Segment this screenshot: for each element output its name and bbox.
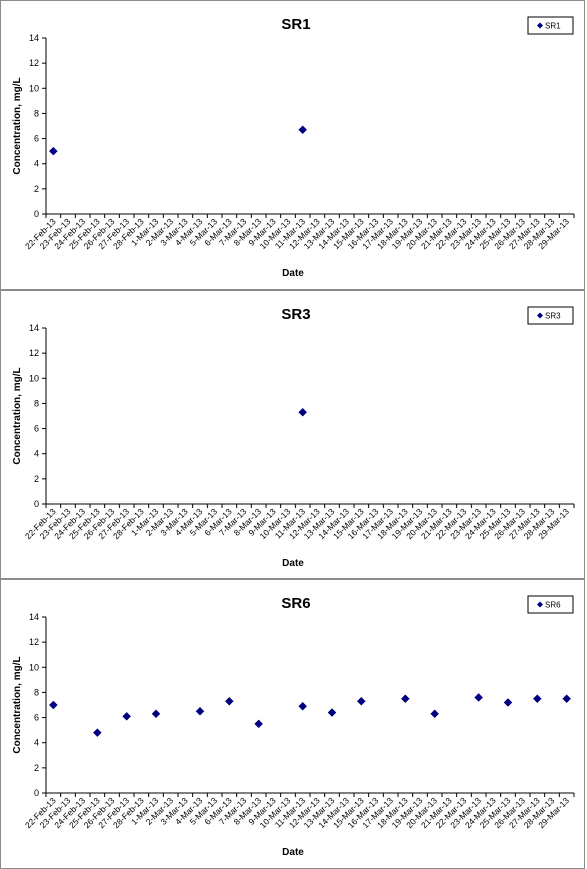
data-point — [503, 698, 513, 707]
data-point — [430, 709, 440, 719]
chart-sr3: SR30246810121422-Feb-1323-Feb-1324-Feb-1… — [12, 306, 575, 569]
y-tick-label: 12 — [29, 637, 39, 647]
y-tick-label: 14 — [29, 33, 39, 43]
legend-box — [527, 595, 574, 614]
y-tick-label: 0 — [34, 788, 39, 798]
y-tick-label: 8 — [34, 108, 39, 118]
legend: SR3 — [527, 306, 574, 325]
y-tick-label: 10 — [29, 83, 39, 93]
data-point — [400, 694, 410, 704]
data-point — [298, 407, 308, 417]
chart-title: SR1 — [281, 16, 310, 33]
legend-marker — [537, 601, 543, 608]
data-point — [224, 696, 234, 706]
data-point — [92, 728, 102, 738]
y-tick-label: 8 — [34, 398, 39, 408]
legend-marker — [537, 22, 543, 29]
y-tick-label: 6 — [34, 713, 39, 723]
y-tick-label: 4 — [34, 449, 39, 459]
data-point — [562, 694, 572, 704]
chart-sr6: SR60246810121422-Feb-1323-Feb-1324-Feb-1… — [12, 595, 575, 858]
data-point — [327, 708, 337, 717]
y-tick-label: 10 — [29, 373, 39, 383]
x-axis-title: Date — [282, 558, 304, 569]
chart-title: SR3 — [281, 306, 310, 323]
legend-label: SR6 — [545, 601, 561, 610]
legend: SR1 — [527, 16, 574, 35]
data-point — [356, 696, 366, 706]
y-tick-label: 12 — [29, 348, 39, 358]
chart-panel-sr1: SR1 0 2 4 6 8 10 12 14 22-Feb-13 23-Feb-13 24-Feb-1… — [0, 0, 585, 290]
y-tick-label: 2 — [34, 763, 39, 773]
chart-title: SR6 — [281, 595, 310, 612]
y-tick-label: 14 — [29, 612, 39, 622]
data-point — [532, 694, 542, 704]
data-point — [122, 711, 132, 721]
y-tick-label: 0 — [34, 209, 39, 219]
data-point — [195, 706, 205, 716]
legend-label: SR1 — [545, 22, 561, 31]
y-tick-label: 4 — [34, 738, 39, 748]
legend-marker — [537, 312, 543, 319]
data-point — [151, 709, 161, 719]
data-point — [298, 125, 308, 135]
y-tick-label: 2 — [34, 184, 39, 194]
y-tick-label: 6 — [34, 134, 39, 144]
data-point — [474, 693, 484, 702]
y-axis-title: Concentration, mg/L — [12, 77, 23, 174]
y-tick-label: 10 — [29, 662, 39, 672]
chart-panel-sr3: SR3 0 2 4 6 8 10 12 14 22-Feb-13 23-Feb-13 24-Feb-1… — [0, 290, 585, 579]
data-point — [48, 146, 58, 156]
chart-sr1: SR10246810121422-Feb-1323-Feb-1324-Feb-1… — [12, 16, 575, 279]
y-tick-label: 8 — [34, 687, 39, 697]
y-tick-label: 2 — [34, 474, 39, 484]
y-tick-label: 6 — [34, 424, 39, 434]
data-point — [254, 719, 264, 729]
legend-label: SR3 — [545, 312, 561, 321]
x-axis-title: Date — [282, 268, 304, 279]
legend: SR6 — [527, 595, 574, 614]
y-tick-label: 14 — [29, 323, 39, 333]
data-point — [48, 700, 58, 710]
legend-box — [527, 306, 574, 325]
y-tick-label: 4 — [34, 159, 39, 169]
y-axis-title: Concentration, mg/L — [12, 656, 23, 753]
y-tick-label: 0 — [34, 499, 39, 509]
data-point — [298, 701, 308, 711]
chart-panel-sr6: SR6 0 2 4 6 8 10 12 14 22-Feb-13 23-Feb-13 24-Feb-1… — [0, 579, 585, 869]
y-axis-title: Concentration, mg/L — [12, 367, 23, 464]
y-tick-label: 12 — [29, 58, 39, 68]
legend-box — [527, 16, 574, 35]
x-axis-title: Date — [282, 847, 304, 858]
